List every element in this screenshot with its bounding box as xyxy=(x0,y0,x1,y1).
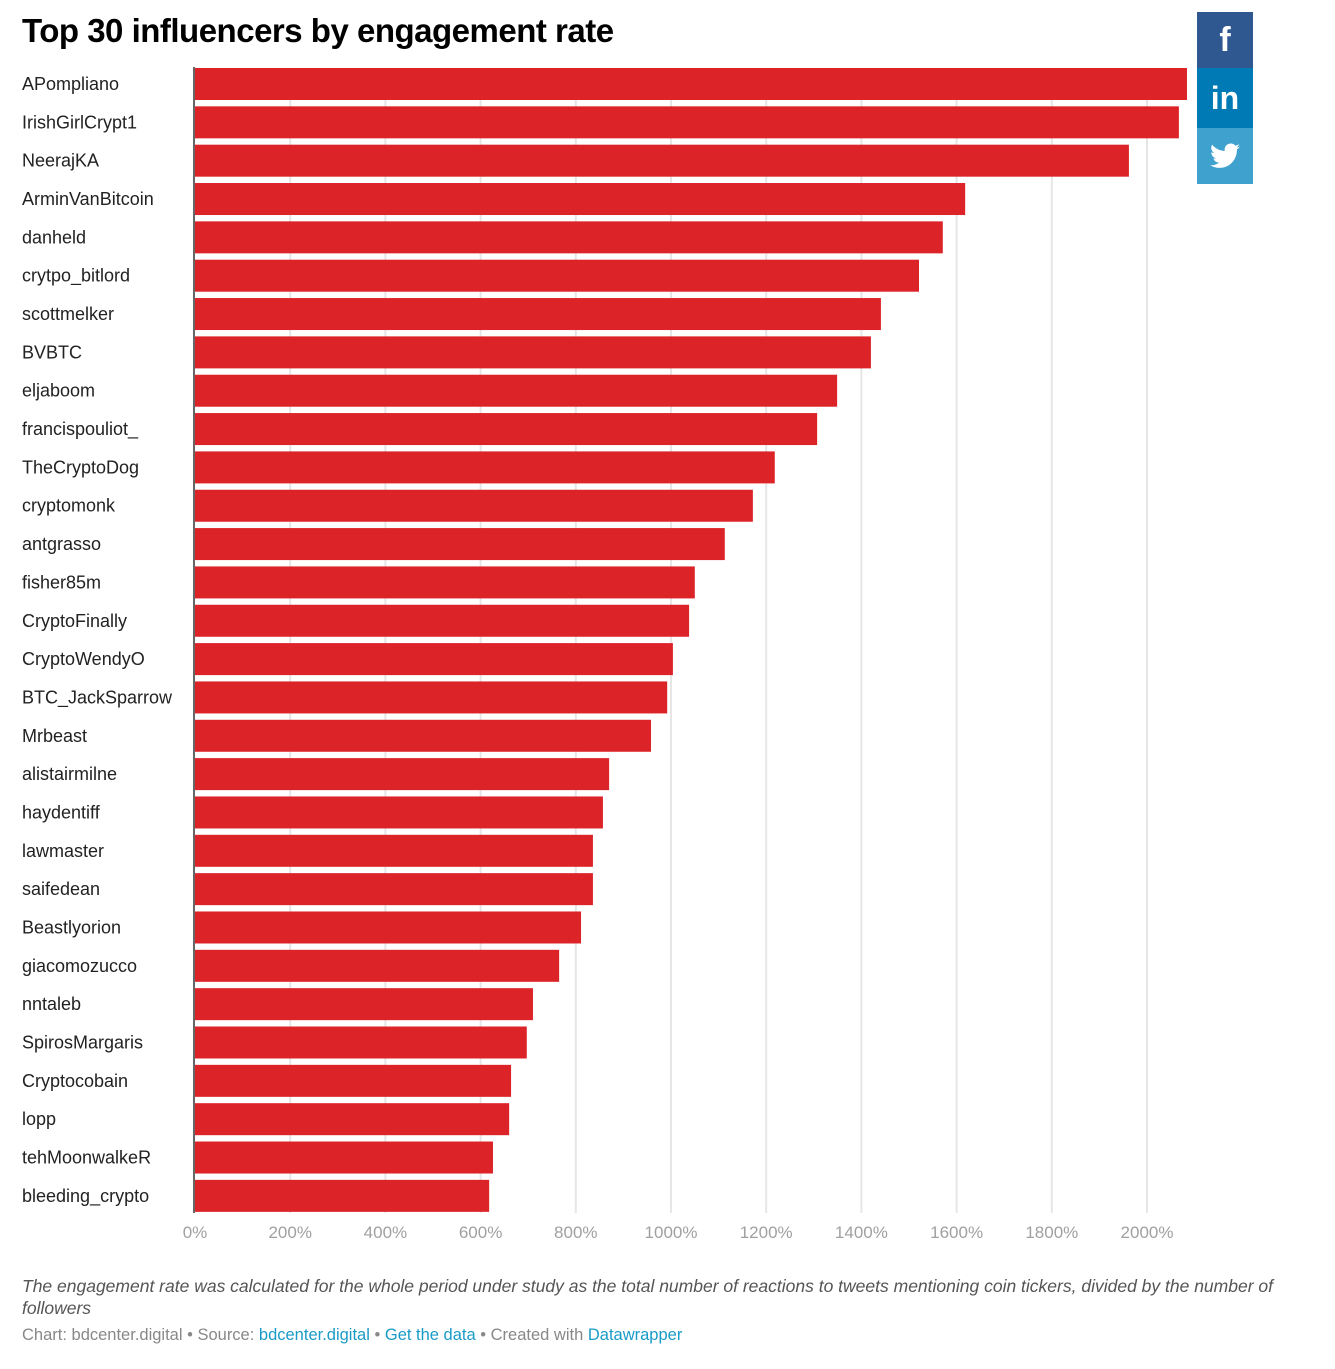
category-label: antgrasso xyxy=(22,534,101,554)
datawrapper-link[interactable]: Datawrapper xyxy=(587,1326,683,1344)
bar xyxy=(195,1141,493,1174)
category-label: crytpo_bitlord xyxy=(22,266,130,287)
bar-chart: APompliano IrishGirlCrypt1 NeerajKA ArminVa… xyxy=(22,67,1187,1242)
bar xyxy=(195,413,818,446)
get-data-link[interactable]: Get the data xyxy=(384,1326,476,1344)
category-label: nntaleb xyxy=(22,994,81,1014)
bar xyxy=(195,1064,512,1097)
category-label: scottmelker xyxy=(22,304,114,324)
category-label: francispouliot_ xyxy=(22,419,139,440)
category-label: eljaboom xyxy=(22,381,95,401)
x-tick-label: 400% xyxy=(364,1223,407,1242)
category-label: lopp xyxy=(22,1109,56,1129)
bar xyxy=(195,949,560,982)
bar xyxy=(195,336,871,369)
category-label: lawmaster xyxy=(22,841,104,861)
twitter-share-button[interactable] xyxy=(1197,128,1253,184)
category-label: APompliano xyxy=(22,74,119,94)
x-tick-label: 800% xyxy=(554,1223,597,1242)
bar xyxy=(195,489,753,522)
x-tick-label: 1000% xyxy=(645,1223,698,1242)
bar xyxy=(195,374,838,407)
bar xyxy=(195,1026,527,1059)
category-label: TheCryptoDog xyxy=(22,457,139,477)
category-label: Cryptocobain xyxy=(22,1071,128,1091)
facebook-icon: f xyxy=(1219,20,1231,59)
bar xyxy=(195,106,1179,139)
chart-note: The engagement rate was calculated for t… xyxy=(22,1276,1273,1318)
x-tick-label: 1800% xyxy=(1025,1223,1078,1242)
footer-separator: • xyxy=(369,1326,385,1344)
bar xyxy=(195,528,725,561)
bar xyxy=(195,1179,490,1212)
bar xyxy=(195,834,593,867)
category-label: saifedean xyxy=(22,879,100,899)
category-label: haydentiff xyxy=(22,802,101,822)
category-label: BTC_JackSparrow xyxy=(22,687,173,708)
bar xyxy=(195,1103,510,1136)
x-tick-label: 1400% xyxy=(835,1223,888,1242)
bar xyxy=(195,643,673,676)
bar xyxy=(195,183,966,216)
x-tick-label: 200% xyxy=(268,1223,311,1242)
category-label: CryptoFinally xyxy=(22,611,127,631)
x-tick-label: 2000% xyxy=(1121,1223,1174,1242)
bar xyxy=(195,719,652,752)
category-label: Mrbeast xyxy=(22,726,87,746)
bar xyxy=(195,566,695,599)
bar xyxy=(195,259,919,292)
category-label: tehMoonwalkeR xyxy=(22,1148,151,1168)
x-tick-label: 1200% xyxy=(740,1223,793,1242)
category-label: IrishGirlCrypt1 xyxy=(22,112,137,132)
x-tick-label: 0% xyxy=(183,1223,208,1242)
x-tick-label: 600% xyxy=(459,1223,502,1242)
category-label: BVBTC xyxy=(22,342,82,362)
footer-created-with: • Created with xyxy=(475,1326,588,1344)
bar xyxy=(195,796,603,829)
linkedin-share-button[interactable]: in xyxy=(1197,68,1253,128)
footer-credit: Chart: bdcenter.digital • Source: xyxy=(22,1326,259,1344)
category-label: danheld xyxy=(22,227,86,247)
linkedin-icon: in xyxy=(1210,79,1240,116)
chart-footer: Chart: bdcenter.digital • Source: bdcent… xyxy=(22,1326,682,1345)
category-label: fisher85m xyxy=(22,572,101,592)
bar xyxy=(195,758,610,791)
bar xyxy=(195,681,668,714)
bar xyxy=(195,144,1129,177)
source-link[interactable]: bdcenter.digital xyxy=(258,1326,370,1344)
twitter-icon xyxy=(1210,143,1240,168)
category-label: bleeding_crypto xyxy=(22,1186,149,1207)
bar xyxy=(195,873,593,906)
bar xyxy=(195,298,881,331)
category-label: NeerajKA xyxy=(22,151,99,171)
bar xyxy=(195,604,690,637)
bar xyxy=(195,221,943,254)
category-label: cryptomonk xyxy=(22,496,116,516)
category-label: ArminVanBitcoin xyxy=(22,189,154,209)
x-tick-label: 1600% xyxy=(930,1223,983,1242)
category-label: giacomozucco xyxy=(22,956,137,976)
chart-title: Top 30 influencers by engagement rate xyxy=(22,12,614,49)
category-label: Beastlyorion xyxy=(22,917,121,937)
category-label: alistairmilne xyxy=(22,764,117,784)
bar xyxy=(195,451,775,484)
bar xyxy=(195,988,533,1021)
category-label: CryptoWendyO xyxy=(22,649,145,669)
bar xyxy=(195,911,582,944)
bar xyxy=(195,68,1187,100)
category-label: SpirosMargaris xyxy=(22,1033,143,1053)
facebook-share-button[interactable]: f xyxy=(1197,12,1253,68)
